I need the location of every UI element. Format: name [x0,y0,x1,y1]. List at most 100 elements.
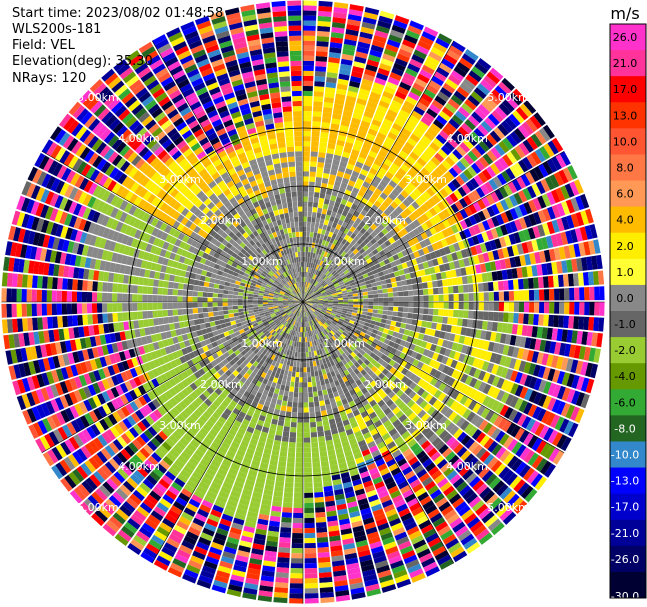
velocity-gate [365,188,374,197]
velocity-gate [448,302,454,309]
velocity-gate [448,350,456,359]
velocity-gate [468,293,474,301]
velocity-gate [433,42,448,53]
velocity-gate [393,140,404,150]
velocity-gate [308,401,315,408]
velocity-gate [304,593,319,599]
velocity-gate [336,289,342,293]
velocity-gate [304,507,315,514]
velocity-gate [383,247,390,254]
velocity-gate [322,420,330,426]
velocity-gate [346,212,353,219]
velocity-gate [319,312,325,317]
velocity-gate [566,373,575,388]
velocity-gate [304,542,316,549]
velocity-gate [319,260,324,267]
velocity-gate [463,228,472,238]
velocity-gate [458,106,470,118]
velocity-gate [491,216,500,227]
velocity-gate [406,336,413,343]
velocity-gate [366,133,376,141]
velocity-gate [311,307,316,311]
velocity-gate [507,279,514,290]
velocity-gate [392,342,400,350]
velocity-gate [440,145,452,156]
velocity-gate [333,300,339,302]
velocity-gate [511,178,522,192]
velocity-gate [283,426,290,432]
velocity-gate [312,295,318,299]
velocity-gate [491,321,498,332]
velocity-gate [423,149,434,160]
velocity-gate [329,275,335,280]
velocity-gate [306,287,309,293]
velocity-gate [442,219,451,229]
velocity-gate [429,207,438,217]
velocity-gate [473,368,482,379]
velocity-gate [319,287,324,291]
velocity-gate [475,329,482,339]
velocity-gate [556,401,566,415]
velocity-gate [532,406,542,420]
velocity-gate [304,477,313,483]
velocity-gate [348,299,354,302]
velocity-gate [420,167,431,177]
velocity-gate [382,269,389,276]
velocity-gate [465,247,473,257]
velocity-gate [287,401,293,407]
velocity-gate [325,288,331,292]
velocity-gate [477,393,487,404]
velocity-gate [438,372,447,382]
velocity-gate [553,247,561,261]
velocity-gate [307,303,313,307]
velocity-gate [328,179,335,186]
velocity-gate [463,336,471,346]
velocity-gate [580,210,589,225]
velocity-gate [361,78,374,87]
velocity-gate [400,43,414,54]
velocity-gate [314,81,325,87]
velocity-gate [475,187,486,198]
velocity-gate [304,522,315,529]
velocity-gate [398,132,409,142]
velocity-gate [371,163,381,171]
velocity-gate [283,370,289,376]
velocity-gate [457,285,464,293]
velocity-gate [532,225,541,239]
velocity-gate [541,327,548,340]
velocity-gate [327,220,334,227]
velocity-gate [312,296,318,299]
velocity-gate [553,315,560,328]
velocity-gate [312,263,316,269]
velocity-gate [441,228,450,238]
velocity-gate [396,316,403,323]
velocity-gate [446,216,455,226]
velocity-gate [385,196,394,205]
velocity-gate [290,422,297,428]
velocity-gate [586,331,593,346]
velocity-gate [527,404,538,417]
velocity-gate [320,310,326,314]
velocity-gate [312,456,320,463]
velocity-gate [458,353,466,363]
velocity-gate [417,73,430,84]
velocity-gate [352,309,358,314]
velocity-gate [362,244,370,251]
velocity-gate [560,185,570,200]
velocity-gate [488,311,494,321]
velocity-gate [331,222,338,229]
velocity-gate [423,177,434,187]
velocity-gate [304,472,313,478]
velocity-gate [514,371,523,384]
velocity-gate [304,502,314,509]
velocity-gate [488,292,495,301]
velocity-gate [367,128,378,137]
velocity-gate [307,297,313,301]
velocity-gate [336,268,342,274]
velocity-gate [560,231,569,245]
velocity-gate [413,49,427,60]
velocity-gate [558,169,569,184]
velocity-gate [316,283,321,288]
velocity-gate [503,406,514,419]
velocity-gate [341,238,347,245]
